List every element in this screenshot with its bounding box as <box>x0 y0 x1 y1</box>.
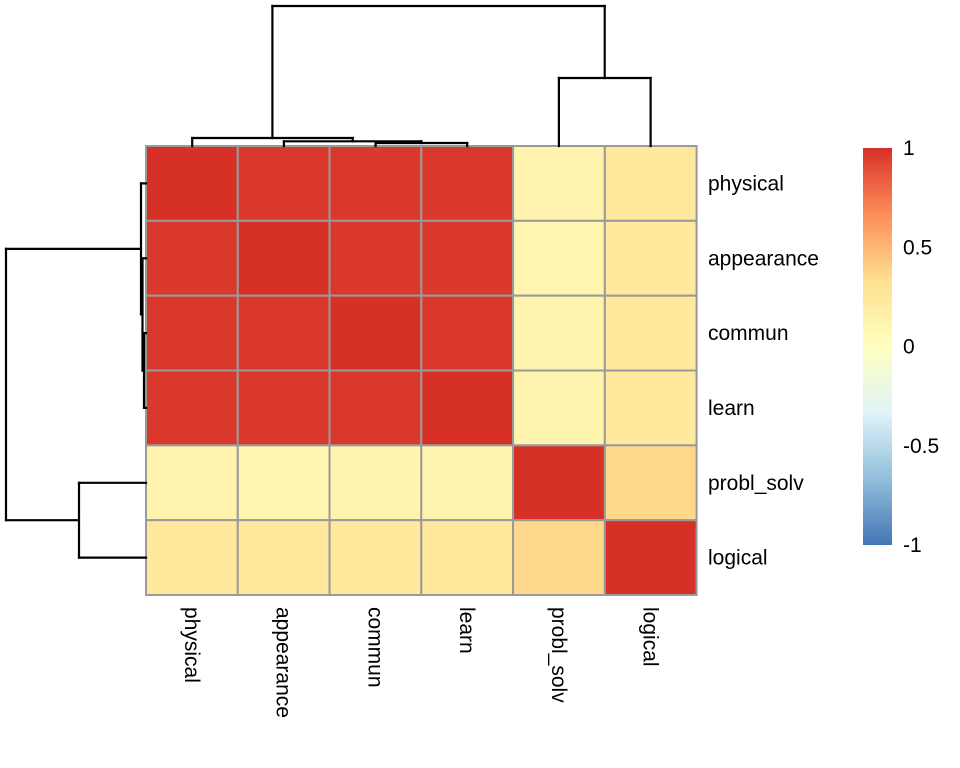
heatmap-cell <box>145 519 239 597</box>
color-legend: 1 0.5 0 -0.5 -1 <box>863 137 939 557</box>
row-labels: physical appearance commun learn probl_solvl… <box>708 172 819 569</box>
column-label: probl_solv <box>547 607 570 703</box>
heatmap-cell <box>145 294 239 372</box>
heatmap-cell <box>328 369 423 447</box>
heatmap-grid <box>145 145 698 597</box>
column-label: logical <box>639 607 662 667</box>
color-legend-tick-label: 0 <box>903 336 915 359</box>
column-labels: physical appearance commun learn probl_solv l… <box>180 607 662 718</box>
heatmap-cell <box>236 519 331 597</box>
heatmap-cell <box>145 444 239 522</box>
row-dendrogram <box>4 182 148 559</box>
heatmap-cell <box>512 294 606 372</box>
color-legend-tick-label: -1 <box>903 534 922 557</box>
heatmap-cell <box>603 145 698 222</box>
row-label: commun <box>708 322 789 345</box>
heatmap-cell <box>420 444 515 522</box>
column-label: appearance <box>272 607 295 718</box>
heatmap-cell <box>328 444 423 522</box>
heatmap-cell <box>236 294 331 372</box>
heatmap-cell <box>420 294 515 372</box>
heatmap-cell <box>603 519 698 597</box>
color-legend-tick-label: -0.5 <box>903 435 939 458</box>
heatmap-cell <box>512 369 606 447</box>
column-label: commun <box>363 607 386 688</box>
heatmap-cell <box>328 145 423 222</box>
heatmap-cell <box>328 519 423 597</box>
heatmap-cell <box>603 444 698 522</box>
heatmap-cell <box>236 219 331 297</box>
heatmap-cell <box>328 294 423 372</box>
heatmap-cell <box>420 369 515 447</box>
row-label: probl_solv <box>708 472 804 495</box>
heatmap-cell <box>512 519 606 597</box>
heatmap-cell <box>328 219 423 297</box>
color-legend-bar <box>863 148 892 545</box>
row-label: learn <box>708 397 755 420</box>
heatmap-cell <box>603 219 698 297</box>
heatmap-cell <box>603 294 698 372</box>
heatmap-cell <box>603 369 698 447</box>
heatmap-cell <box>236 145 331 222</box>
row-label: physical <box>708 172 784 195</box>
heatmap-cell <box>145 145 239 222</box>
column-label: learn <box>455 607 478 654</box>
heatmap-cell <box>420 519 515 597</box>
heatmap-cell <box>512 219 606 297</box>
column-dendrogram <box>191 4 652 148</box>
heatmap-cell <box>236 369 331 447</box>
color-legend-tick-label: 0.5 <box>903 236 932 259</box>
row-label: logical <box>708 547 768 570</box>
heatmap-cell <box>420 219 515 297</box>
column-label: physical <box>180 607 203 683</box>
color-legend-tick-label: 1 <box>903 137 915 160</box>
heatmap-cell <box>420 145 515 222</box>
heatmap-cell <box>236 444 331 522</box>
heatmap-cell <box>145 219 239 297</box>
heatmap-cell <box>512 444 606 522</box>
heatmap-cell <box>145 369 239 447</box>
row-label: appearance <box>708 247 819 270</box>
heatmap-cell <box>512 145 606 222</box>
